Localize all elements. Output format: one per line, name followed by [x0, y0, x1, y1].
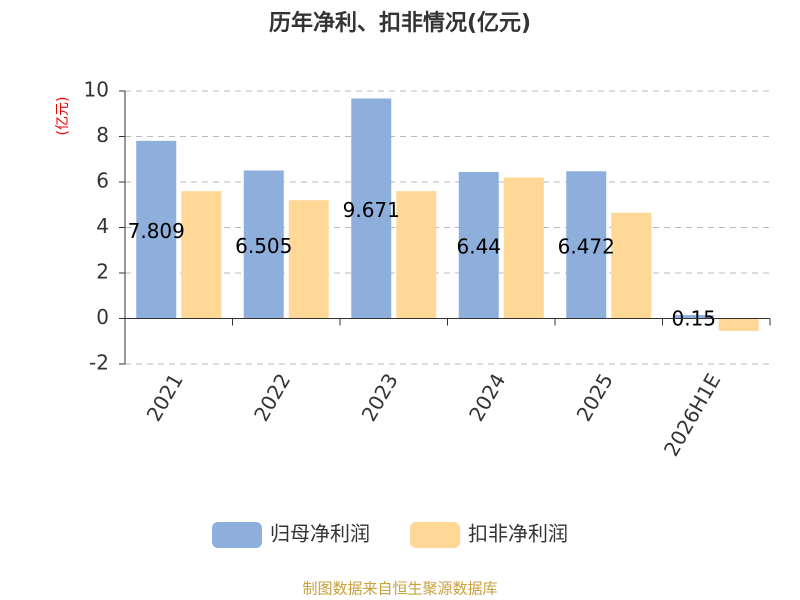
y-axis-label: (亿元): [55, 97, 71, 136]
bar: [288, 200, 329, 319]
legend-label: 扣非净利润: [468, 522, 568, 546]
y-tick-label: 4: [96, 214, 109, 238]
y-tick-label: -2: [89, 351, 109, 375]
y-tick-label: 0: [96, 305, 109, 329]
bar: [181, 191, 222, 319]
legend-swatch: [212, 522, 262, 548]
y-tick-label: 10: [84, 78, 109, 102]
bar: [611, 212, 652, 319]
x-tick-label: 2024: [464, 369, 510, 425]
data-label: 6.472: [558, 234, 615, 258]
chart-title: 历年净利、扣非情况(亿元): [269, 10, 531, 36]
x-tick-label: 2025: [572, 369, 618, 425]
bar: [458, 171, 499, 319]
bar: [673, 315, 714, 319]
data-label: 6.505: [235, 234, 292, 258]
bar: [566, 171, 607, 319]
bar: [503, 177, 544, 319]
x-tick-label: 2026H1E: [659, 369, 725, 460]
bar: [243, 170, 284, 319]
y-tick-label: 8: [96, 123, 109, 147]
x-tick-label: 2022: [249, 369, 295, 425]
bar: [351, 98, 392, 319]
legend-swatch: [410, 522, 460, 548]
data-label: 6.44: [456, 235, 501, 259]
data-label: 7.809: [128, 219, 185, 243]
y-tick-label: 6: [96, 169, 109, 193]
bar: [718, 318, 759, 332]
y-tick-label: 2: [96, 260, 109, 284]
bar: [136, 140, 177, 319]
x-tick-label: 2023: [357, 369, 403, 425]
source-note: 制图数据来自恒生聚源数据库: [302, 580, 497, 598]
bar: [396, 191, 437, 319]
legend-label: 归母净利润: [270, 522, 370, 546]
x-tick-label: 2021: [142, 369, 188, 425]
data-label: 9.671: [343, 198, 400, 222]
